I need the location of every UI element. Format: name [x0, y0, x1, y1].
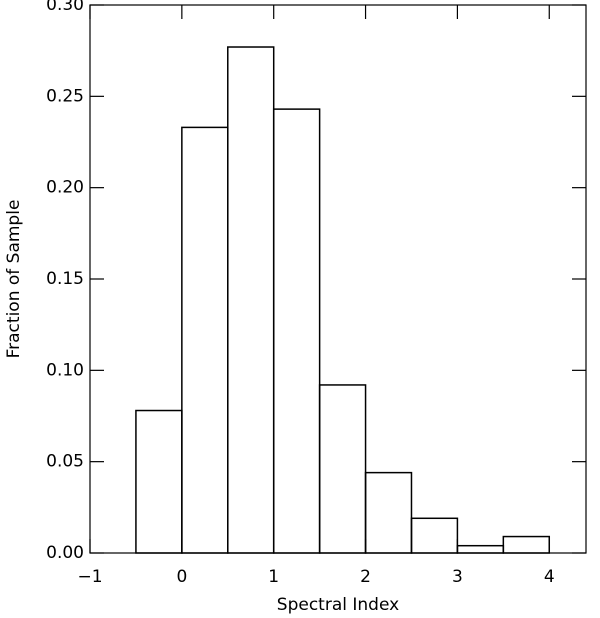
x-tick-label: 4	[544, 567, 555, 587]
histogram-bar	[227, 46, 275, 554]
histogram-bar	[410, 517, 459, 554]
x-tick-label: 3	[452, 567, 463, 587]
y-tick-label: 0.15	[46, 269, 84, 289]
histogram-bar	[318, 384, 367, 554]
histogram-bar	[272, 108, 321, 554]
x-tick-label: 2	[360, 567, 371, 587]
x-tick-label: 1	[268, 567, 279, 587]
y-tick-label: 0.20	[46, 178, 84, 198]
y-axis-label: Fraction of Sample	[4, 200, 24, 359]
y-tick-label: 0.10	[46, 360, 84, 380]
histogram-bar	[502, 535, 551, 554]
y-tick-label: 0.05	[46, 452, 84, 472]
x-tick-label: −1	[77, 567, 102, 587]
x-axis-label: Spectral Index	[277, 595, 399, 615]
y-tick-label: 0.25	[46, 86, 84, 106]
histogram-bar	[364, 471, 413, 554]
y-tick-label: 0.00	[46, 543, 84, 563]
histogram-bar	[135, 409, 183, 554]
plot-frame	[89, 4, 587, 554]
histogram-bar	[181, 126, 229, 554]
histogram-bar	[456, 544, 505, 554]
x-tick-label: 0	[176, 567, 187, 587]
y-tick-label: 0.30	[46, 0, 84, 15]
